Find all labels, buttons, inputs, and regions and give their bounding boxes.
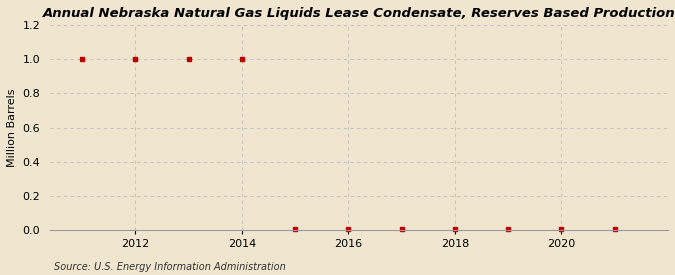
Text: Source: U.S. Energy Information Administration: Source: U.S. Energy Information Administ… <box>54 262 286 272</box>
Y-axis label: Million Barrels: Million Barrels <box>7 88 17 167</box>
Title: Annual Nebraska Natural Gas Liquids Lease Condensate, Reserves Based Production: Annual Nebraska Natural Gas Liquids Leas… <box>43 7 675 20</box>
